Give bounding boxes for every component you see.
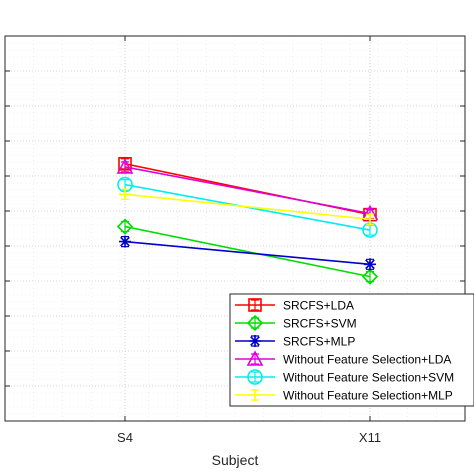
data-point xyxy=(119,235,131,248)
error-bar xyxy=(251,299,259,311)
legend-box xyxy=(229,293,474,407)
legend-marker xyxy=(248,298,262,312)
series-line xyxy=(124,193,371,221)
data-point xyxy=(364,213,376,226)
legend-label: Without Feature Selection+LDA xyxy=(283,353,451,367)
legend-marker xyxy=(249,335,261,347)
legend-item: SRCFS+MLP xyxy=(235,335,355,349)
error-bar xyxy=(251,353,259,365)
legend-marker xyxy=(246,350,264,366)
legend-label: Without Feature Selection+MLP xyxy=(283,389,453,403)
legend-item: Without Feature Selection+LDA xyxy=(235,350,451,367)
x-tick-labels: S4 X11 xyxy=(117,430,381,445)
data-point xyxy=(361,268,379,285)
legend: SRCFS+LDA SRCFS+SVM SRCFS+MLP Without Featu… xyxy=(229,293,474,407)
legend-marker xyxy=(246,314,264,332)
error-bar xyxy=(121,161,129,173)
series-5 xyxy=(119,188,376,226)
legend-label: SRCFS+SVM xyxy=(283,317,357,331)
series-group xyxy=(116,157,379,285)
series-1 xyxy=(116,218,379,285)
legend-marker xyxy=(249,389,261,401)
legend-label: SRCFS+LDA xyxy=(283,299,354,313)
legend-item: SRCFS+LDA xyxy=(235,298,354,313)
error-bar xyxy=(251,371,259,383)
data-point xyxy=(119,188,131,201)
data-point xyxy=(116,158,134,174)
x-axis-label: Subject xyxy=(212,452,259,468)
series-line xyxy=(124,166,371,215)
legend-item: Without Feature Selection+SVM xyxy=(235,369,454,385)
x-tick-label: S4 xyxy=(117,430,133,445)
series-0 xyxy=(118,157,377,222)
plot-area-frame xyxy=(4,35,466,422)
legend-marker xyxy=(247,369,263,385)
legend-item: SRCFS+SVM xyxy=(235,314,357,332)
data-point xyxy=(116,218,134,235)
data-point xyxy=(364,258,376,271)
series-2 xyxy=(119,235,376,271)
series-line xyxy=(124,240,371,266)
legend-item: Without Feature Selection+MLP xyxy=(235,389,453,403)
x-tick-label: X11 xyxy=(359,430,381,445)
legend-label: SRCFS+MLP xyxy=(283,335,355,349)
legend-label: Without Feature Selection+SVM xyxy=(283,371,454,385)
series-3 xyxy=(116,158,379,221)
series-line xyxy=(124,225,371,278)
